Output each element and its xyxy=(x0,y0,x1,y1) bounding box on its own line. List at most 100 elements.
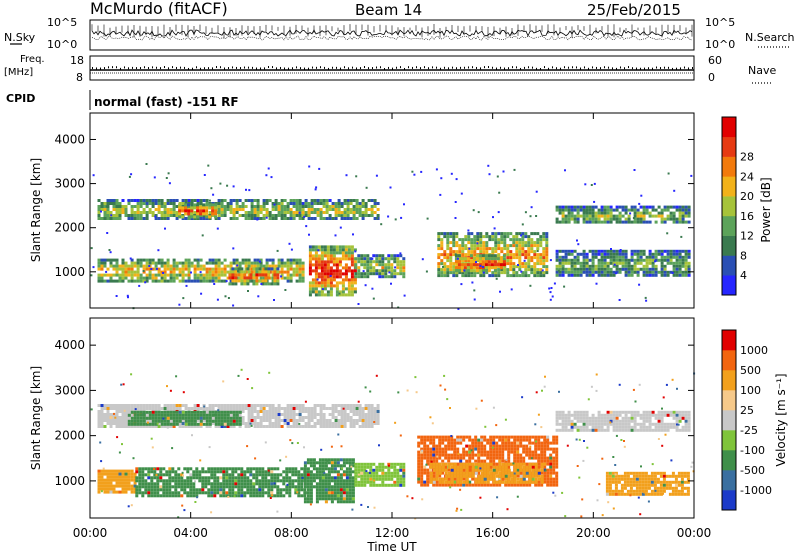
power-cell xyxy=(136,217,140,220)
power-cell xyxy=(648,211,652,215)
power-cell xyxy=(675,261,679,265)
velocity-cell xyxy=(373,422,377,425)
velocity-cell xyxy=(121,422,125,425)
power-cell xyxy=(112,199,116,202)
velocity-cell xyxy=(193,425,197,428)
power-cell xyxy=(276,279,280,283)
velocity-cell xyxy=(213,494,217,498)
velocity-cell xyxy=(225,473,229,477)
power-cell xyxy=(163,264,167,268)
power-cell xyxy=(248,189,251,192)
velocity-cell xyxy=(274,419,278,422)
velocity-cell xyxy=(109,404,113,407)
power-cell xyxy=(563,285,566,288)
velocity-cell xyxy=(360,471,364,475)
power-cell xyxy=(322,202,326,205)
power-cell xyxy=(323,254,327,258)
power-cell xyxy=(609,211,613,215)
velocity-cell xyxy=(211,404,215,407)
power-cell xyxy=(443,265,447,269)
power-cell xyxy=(240,282,244,286)
power-cell xyxy=(678,217,682,221)
power-cell xyxy=(654,208,658,212)
power-cell xyxy=(495,277,498,280)
velocity-cell xyxy=(216,470,220,474)
power-cell xyxy=(651,255,655,259)
velocity-cell xyxy=(274,410,278,413)
power-cell xyxy=(90,274,93,277)
velocity-cell xyxy=(444,465,448,469)
power-cell xyxy=(136,214,140,217)
velocity-cell xyxy=(294,470,298,474)
power-cell xyxy=(669,211,673,215)
velocity-cell xyxy=(112,484,116,488)
velocity-cell xyxy=(205,425,209,428)
power-cell xyxy=(464,235,468,239)
velocity-cell xyxy=(166,416,170,420)
velocity-cell xyxy=(316,422,320,425)
power-cell xyxy=(326,248,330,252)
power-cell xyxy=(500,250,504,254)
power-cell xyxy=(663,255,667,259)
velocity-cell xyxy=(223,407,227,410)
power-cell xyxy=(115,199,119,202)
power-colorbar-tick: 28 xyxy=(740,151,754,164)
power-cell xyxy=(648,267,652,271)
velocity-cell xyxy=(241,419,245,422)
power-cell xyxy=(384,275,388,279)
power-cell xyxy=(262,199,266,202)
power-cell xyxy=(181,202,185,205)
power-cell xyxy=(627,220,631,224)
velocity-cell xyxy=(228,488,232,492)
velocity-cell xyxy=(310,425,314,428)
power-cell xyxy=(394,218,397,221)
power-cell xyxy=(311,248,315,252)
power-cell xyxy=(304,205,308,208)
velocity-cell xyxy=(346,416,350,419)
velocity-cell xyxy=(328,407,332,410)
power-cell xyxy=(684,208,688,212)
power-cell xyxy=(314,251,318,255)
velocity-cell xyxy=(294,467,298,471)
freq-point xyxy=(204,67,205,70)
velocity-cell xyxy=(465,444,469,448)
power-cell xyxy=(645,261,649,265)
velocity-cell xyxy=(384,477,388,481)
velocity-cell xyxy=(373,413,377,416)
velocity-cell xyxy=(456,453,460,457)
velocity-cell xyxy=(232,410,236,414)
velocity-cell xyxy=(288,467,292,471)
velocity-cell xyxy=(147,467,151,471)
power-cell xyxy=(166,279,170,283)
velocity-cell xyxy=(133,478,137,482)
velocity-cell xyxy=(349,425,353,428)
power-cell xyxy=(280,258,284,262)
power-cell xyxy=(323,287,327,291)
velocity-cell xyxy=(316,419,320,422)
velocity-cell xyxy=(355,404,359,407)
power-cell xyxy=(178,209,182,213)
power-cell xyxy=(346,214,350,217)
power-cell xyxy=(437,265,441,269)
velocity-cell xyxy=(289,419,293,422)
power-cell xyxy=(280,217,284,220)
velocity-cell xyxy=(240,491,244,495)
power-cell xyxy=(238,205,242,208)
freq-point xyxy=(676,67,677,70)
power-cell xyxy=(455,271,459,275)
power-cell xyxy=(308,281,312,285)
power-cell xyxy=(582,205,586,209)
power-cell xyxy=(157,202,161,205)
power-cell xyxy=(255,270,259,274)
velocity-cell xyxy=(301,407,305,410)
power-cell xyxy=(562,267,565,270)
power-cell xyxy=(530,268,534,272)
velocity-cell xyxy=(255,467,259,471)
power-cell xyxy=(570,252,574,256)
velocity-cell xyxy=(130,404,134,407)
power-cell xyxy=(467,253,471,257)
power-cell xyxy=(118,276,122,280)
power-cell xyxy=(160,205,164,208)
velocity-cell xyxy=(177,482,181,486)
power-cell xyxy=(678,208,682,212)
